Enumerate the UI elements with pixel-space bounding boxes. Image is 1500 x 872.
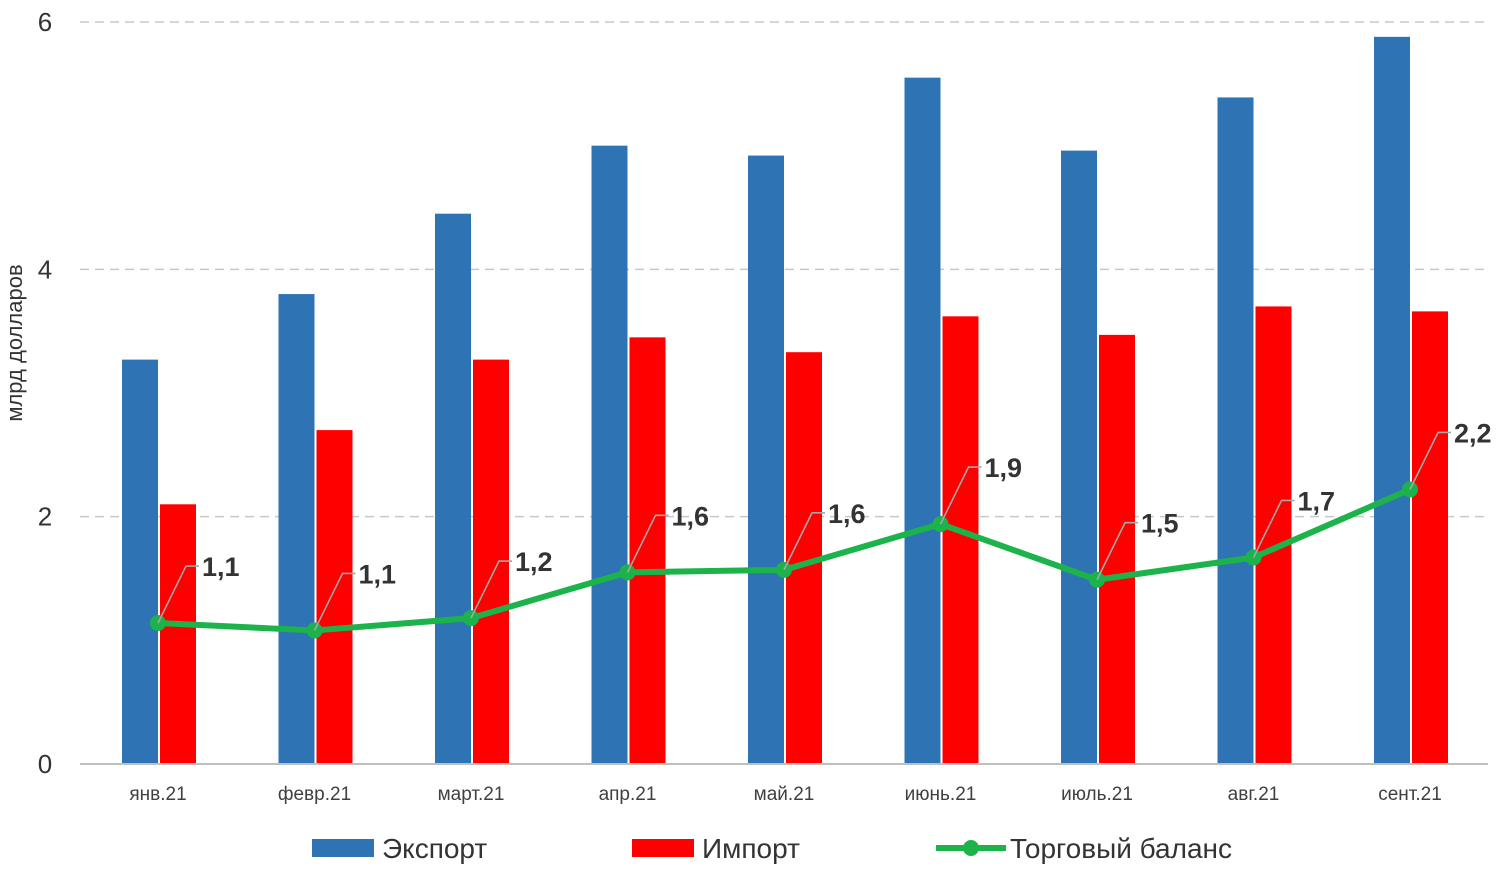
data-label: 1,2 [515, 547, 553, 577]
y-axis-label: млрд долларов [2, 264, 27, 421]
import-bar [1412, 311, 1448, 764]
legend-label: Импорт [702, 833, 800, 864]
legend-swatch-export [312, 839, 374, 857]
x-tick-label: июнь.21 [905, 784, 977, 805]
export-bar [748, 155, 784, 764]
leader-line [939, 466, 982, 525]
data-label: 2,2 [1454, 418, 1492, 448]
x-tick-label: апр.21 [599, 784, 657, 805]
import-bar [316, 430, 353, 764]
leader-line [1409, 431, 1451, 490]
x-tick-label: июль.21 [1061, 784, 1133, 805]
import-bar [1099, 334, 1135, 764]
export-bar [591, 145, 628, 764]
legend: Экспорт Импорт Торговый баланс [312, 833, 1232, 864]
x-tick-label: янв.21 [129, 784, 186, 805]
import-bar [1255, 306, 1292, 764]
export-bar [1061, 150, 1097, 764]
export-bar [122, 359, 158, 764]
data-label: 1,7 [1298, 486, 1336, 516]
legend-label: Экспорт [382, 833, 487, 864]
leader-line [626, 514, 669, 573]
bars [122, 36, 1448, 765]
leader-line [1096, 521, 1138, 581]
data-label: 1,6 [672, 501, 710, 531]
x-tick-label: авг.21 [1228, 784, 1280, 805]
y-tick-label: 4 [38, 254, 52, 284]
leader-line [783, 512, 825, 571]
x-tick-label: февр.21 [278, 784, 351, 805]
data-label: 1,5 [1141, 509, 1179, 539]
x-tick-label: март.21 [438, 784, 505, 805]
leader-line [157, 565, 199, 624]
data-label: 1,1 [202, 552, 240, 582]
data-labels: 1,1 1,1 1,2 1,6 1,6 1,9 1,5 1,7 2,2 [157, 418, 1492, 631]
y-tick-label: 2 [38, 502, 52, 532]
export-bar [904, 77, 941, 764]
axes: 0 2 4 6 млрд долларов янв.21 февр.21 март.21 апр… [2, 7, 1488, 805]
leader-line [313, 572, 356, 631]
import-bar [629, 337, 666, 764]
export-bar [1374, 36, 1410, 764]
import-bar [160, 504, 196, 764]
legend-marker-balance [963, 840, 979, 856]
data-label: 1,1 [359, 559, 397, 589]
x-tick-label: сент.21 [1378, 784, 1442, 805]
legend-swatch-import [632, 839, 694, 857]
leader-line [470, 560, 512, 619]
x-tick-label: май.21 [754, 784, 815, 805]
import-bar [942, 316, 979, 764]
data-label: 1,9 [985, 453, 1023, 483]
export-bar [278, 294, 315, 764]
y-tick-label: 6 [38, 7, 52, 37]
export-bar [435, 213, 471, 764]
export-bar [1217, 97, 1254, 765]
leader-line [1252, 499, 1295, 558]
legend-label: Торговый баланс [1010, 833, 1232, 864]
data-label: 1,6 [828, 499, 866, 529]
y-tick-label: 0 [38, 749, 52, 779]
